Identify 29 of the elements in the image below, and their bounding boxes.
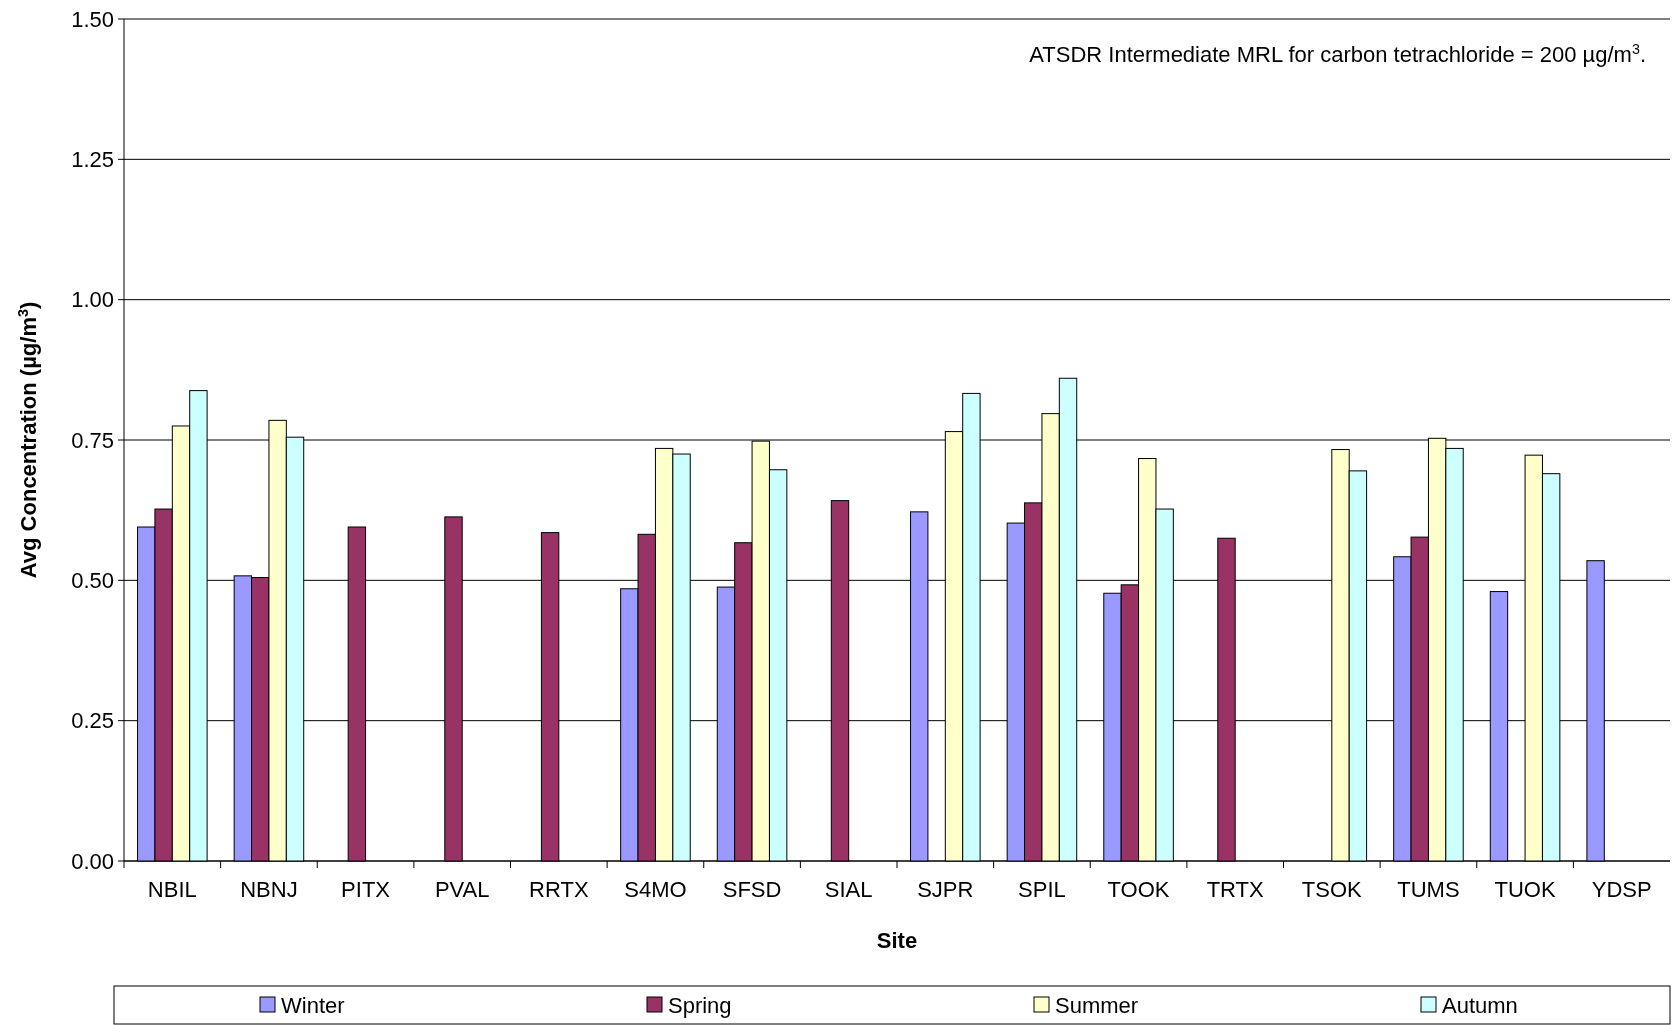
- x-tick-label: SFSD: [722, 877, 782, 902]
- legend-label: Summer: [1055, 992, 1139, 1018]
- annotation: ATSDR Intermediate MRL for carbon tetrachloride = 200 µg/m$^{3}$.: [1029, 41, 1646, 67]
- y-tick-label: 1.25: [71, 147, 114, 173]
- y-tick-label: 1.50: [71, 6, 114, 32]
- x-tick-label: NBIL: [147, 877, 197, 902]
- x-tick-label: TUMS: [1397, 877, 1460, 902]
- y-tick-label: 1.00: [71, 287, 114, 313]
- x-tick-label: RRTX: [529, 877, 589, 902]
- x-tick-label: SJPR: [917, 877, 974, 902]
- legend-label: Spring: [668, 992, 732, 1018]
- legend-label: Winter: [281, 992, 345, 1018]
- x-tick-label: TUOK: [1494, 877, 1556, 902]
- x-tick-label: TSOK: [1301, 877, 1363, 902]
- x-axis-title: Site: [876, 928, 918, 953]
- y-tick-label: 0.50: [71, 568, 114, 594]
- y-tick-label: 0.25: [71, 708, 114, 734]
- x-tick-label: PITX: [341, 877, 391, 902]
- legend-label: Autumn: [1442, 992, 1518, 1018]
- x-tick-label: PVAL: [434, 877, 490, 902]
- y-tick-label: 0.75: [71, 427, 114, 453]
- y-tick-label: 0.00: [71, 848, 114, 874]
- x-tick-label: YDSP: [1591, 877, 1652, 902]
- x-tick-label: TRTX: [1206, 877, 1265, 902]
- x-tick-label: SIAL: [824, 877, 873, 902]
- x-tick-label: NBNJ: [240, 877, 298, 902]
- x-tick-label: SPIL: [1018, 877, 1066, 902]
- x-tick-label: S4MO: [624, 877, 687, 902]
- x-tick-label: TOOK: [1107, 877, 1170, 902]
